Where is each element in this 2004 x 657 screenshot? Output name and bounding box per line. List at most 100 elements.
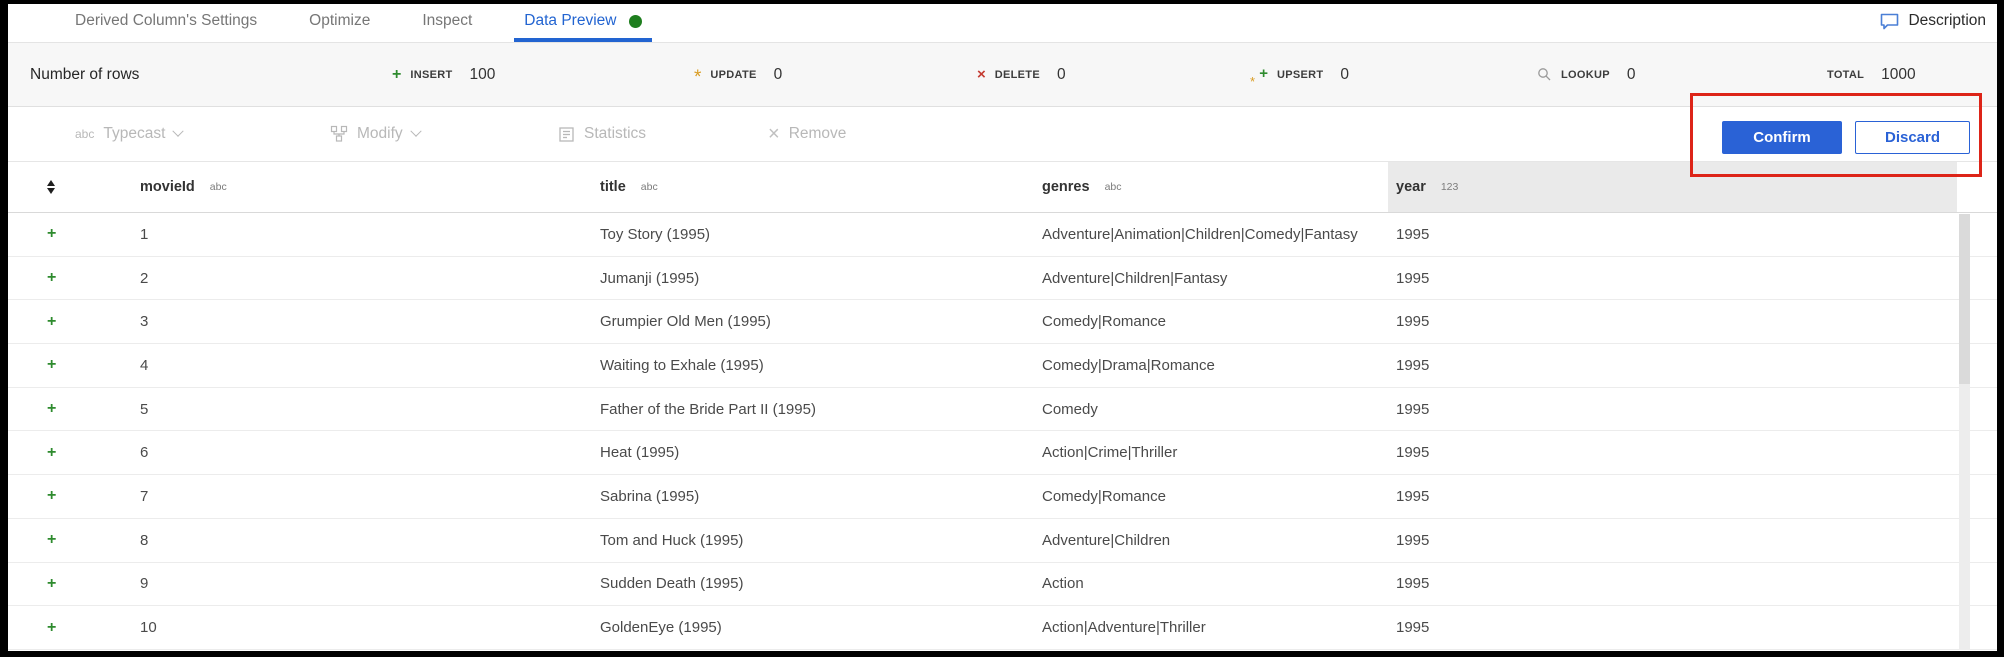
cell-title: GoldenEye (1995) <box>600 619 722 637</box>
data-ready-dot-icon <box>629 14 643 28</box>
cell-title: Heat (1995) <box>600 444 680 462</box>
cell-year: 1995 <box>1396 531 1430 549</box>
column-header-year[interactable]: year 123 <box>1388 162 1957 212</box>
cell-genres: Comedy|Romance <box>1042 313 1166 331</box>
stat-label: DELETE <box>994 68 1040 81</box>
statistics-button[interactable]: Statistics <box>558 107 646 161</box>
insert-plus-icon: + <box>392 65 402 83</box>
cell-genres: Action <box>1042 575 1084 593</box>
cell-genres: Adventure|Children|Fantasy <box>1042 269 1228 287</box>
cell-genres: Comedy|Drama|Romance <box>1042 356 1215 374</box>
cell-year: 1995 <box>1396 444 1430 462</box>
confirm-button[interactable]: Confirm <box>1722 121 1842 154</box>
cell-year: 1995 <box>1396 619 1430 637</box>
insert-plus-icon: + <box>47 312 57 330</box>
tab-data-preview[interactable]: Data Preview <box>514 0 653 42</box>
modify-label: Modify <box>357 125 403 142</box>
cell-movieId: 9 <box>140 575 149 593</box>
column-name: year <box>1396 179 1426 195</box>
modify-icon <box>330 125 348 142</box>
cell-year: 1995 <box>1396 400 1430 418</box>
insert-plus-icon: + <box>47 487 57 505</box>
number-of-rows-label: Number of rows <box>30 65 140 83</box>
column-type-123: 123 <box>1440 181 1459 193</box>
column-header-genres[interactable]: genres abc <box>1042 162 1388 212</box>
remove-button[interactable]: × Remove <box>768 107 846 161</box>
cell-title: Grumpier Old Men (1995) <box>600 313 771 331</box>
cell-genres: Action|Adventure|Thriller <box>1042 619 1206 637</box>
table-row: + 7 Sabrina (1995) Comedy|Romance 1995 <box>0 475 2004 519</box>
sort-icon[interactable] <box>47 180 55 194</box>
typecast-button[interactable]: abc Typecast <box>75 107 185 161</box>
cell-movieId: 3 <box>140 313 149 331</box>
table-body: + 1 Toy Story (1995) Adventure|Animation… <box>0 213 2004 650</box>
column-type-abc: abc <box>209 181 227 193</box>
chevron-down-icon <box>172 125 185 137</box>
modify-button[interactable]: Modify <box>330 107 422 161</box>
row-insert-marker-cell: + <box>0 519 140 562</box>
delete-x-icon: × <box>977 66 986 83</box>
insert-plus-icon: + <box>47 574 57 592</box>
column-name: movieId <box>140 179 195 195</box>
row-insert-marker-cell: + <box>0 431 140 474</box>
table-row: + 9 Sudden Death (1995) Action 1995 <box>0 562 2004 607</box>
stat-value: 0 <box>1626 65 1636 83</box>
table-row: + 5 Father of the Bride Part II (1995) C… <box>0 387 2004 432</box>
stats-bar: Number of rows + INSERT 100 * UPDATE 0 ×… <box>0 42 2004 107</box>
stat-value: 100 <box>469 65 496 83</box>
tab-label: Inspect <box>422 12 473 29</box>
tab-optimize[interactable]: Optimize <box>309 0 370 42</box>
tab-bar: Derived Column's Settings Optimize Inspe… <box>0 0 2004 42</box>
cell-title: Sudden Death (1995) <box>600 575 744 593</box>
discard-button[interactable]: Discard <box>1855 121 1970 154</box>
tab-derived-column-settings[interactable]: Derived Column's Settings <box>75 0 257 42</box>
row-insert-marker-cell: + <box>0 300 140 343</box>
insert-plus-icon: + <box>47 225 57 243</box>
upsert-plus-asterisk-icon: + * <box>1250 64 1268 89</box>
column-name: title <box>600 179 626 195</box>
cell-year: 1995 <box>1396 356 1430 374</box>
tab-label: Optimize <box>309 12 371 29</box>
stat-value: 0 <box>773 65 783 83</box>
cell-year: 1995 <box>1396 225 1430 243</box>
cell-movieId: 2 <box>140 269 149 287</box>
insert-plus-icon: + <box>47 269 57 287</box>
chevron-down-icon <box>409 125 422 137</box>
cell-title: Jumanji (1995) <box>600 269 700 287</box>
sort-header-cell <box>0 162 140 212</box>
tab-label: Data Preview <box>524 12 617 29</box>
insert-plus-icon: + <box>47 443 57 461</box>
stat-label: TOTAL <box>1827 68 1865 81</box>
comment-bubble-icon <box>1881 13 1899 29</box>
cell-movieId: 10 <box>140 619 157 637</box>
stat-total: TOTAL 1000 <box>1827 43 1916 106</box>
table-row: + 4 Waiting to Exhale (1995) Comedy|Dram… <box>0 344 2004 388</box>
cell-movieId: 5 <box>140 400 149 418</box>
tab-inspect[interactable]: Inspect <box>422 0 472 42</box>
lookup-magnifier-icon <box>1538 68 1551 81</box>
cell-title: Sabrina (1995) <box>600 487 700 505</box>
column-type-abc: abc <box>640 181 658 193</box>
row-insert-marker-cell: + <box>0 257 140 300</box>
table-row: + 10 GoldenEye (1995) Action|Adventure|T… <box>0 606 2004 650</box>
stat-lookup: LOOKUP 0 <box>1537 43 1635 106</box>
table-row: + 6 Heat (1995) Action|Crime|Thriller 19… <box>0 431 2004 476</box>
stat-label: UPDATE <box>710 68 757 81</box>
stat-update: * UPDATE 0 <box>694 43 782 106</box>
column-header-movieId[interactable]: movieId abc <box>140 162 600 212</box>
abc-icon: abc <box>75 127 95 141</box>
cell-movieId: 8 <box>140 531 149 549</box>
cell-title: Tom and Huck (1995) <box>600 531 744 549</box>
vertical-scrollbar[interactable] <box>1959 214 1970 650</box>
stat-value: 1000 <box>1881 65 1916 83</box>
description-button[interactable]: Description <box>1879 0 2004 42</box>
column-header-title[interactable]: title abc <box>600 162 1042 212</box>
tab-label: Derived Column's Settings <box>75 12 258 29</box>
row-insert-marker-cell: + <box>0 563 140 606</box>
insert-plus-icon: + <box>47 531 57 549</box>
typecast-label: Typecast <box>103 125 166 142</box>
stat-delete: × DELETE 0 <box>977 43 1066 106</box>
scrollbar-thumb[interactable] <box>1959 214 1970 384</box>
table-header: movieId abc title abc genres abc year 12… <box>0 162 2004 213</box>
cell-genres: Adventure|Animation|Children|Comedy|Fant… <box>1042 225 1358 243</box>
